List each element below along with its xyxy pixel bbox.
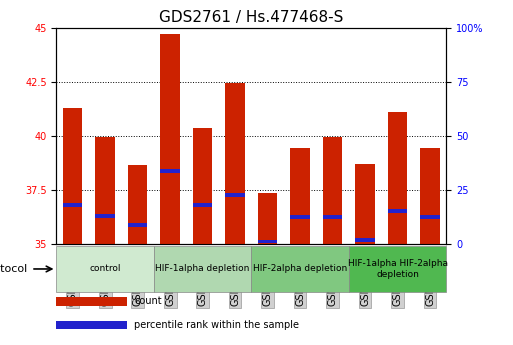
Bar — [323, 215, 342, 219]
Title: GDS2761 / Hs.477468-S: GDS2761 / Hs.477468-S — [159, 10, 344, 25]
Bar — [356, 238, 375, 242]
Bar — [225, 193, 245, 197]
Bar — [56, 321, 127, 329]
Bar — [128, 165, 147, 244]
FancyBboxPatch shape — [56, 246, 154, 292]
Bar — [63, 203, 83, 207]
Text: protocol: protocol — [0, 264, 27, 274]
Text: HIF-1alpha depletion: HIF-1alpha depletion — [155, 265, 250, 274]
Bar — [225, 83, 245, 244]
Bar — [356, 164, 375, 244]
Text: HIF-1alpha HIF-2alpha
depletion: HIF-1alpha HIF-2alpha depletion — [348, 259, 447, 279]
Bar — [193, 203, 212, 207]
Bar — [95, 137, 115, 244]
Bar — [388, 209, 407, 213]
Bar — [56, 297, 127, 306]
Bar — [323, 137, 342, 244]
Text: count: count — [134, 296, 162, 306]
Text: percentile rank within the sample: percentile rank within the sample — [134, 320, 300, 330]
Bar — [95, 214, 115, 217]
FancyBboxPatch shape — [251, 246, 349, 292]
Bar — [258, 193, 278, 244]
Text: HIF-2alpha depletion: HIF-2alpha depletion — [253, 265, 347, 274]
Bar — [388, 112, 407, 244]
Bar — [161, 169, 180, 173]
FancyBboxPatch shape — [349, 246, 446, 292]
Bar — [161, 34, 180, 244]
Text: control: control — [89, 265, 121, 274]
Bar — [193, 128, 212, 244]
Bar — [290, 148, 310, 244]
Bar — [420, 215, 440, 219]
Bar — [258, 239, 278, 244]
Bar — [128, 223, 147, 227]
Bar — [290, 215, 310, 219]
Bar — [63, 108, 83, 244]
FancyBboxPatch shape — [154, 246, 251, 292]
Bar — [420, 148, 440, 244]
